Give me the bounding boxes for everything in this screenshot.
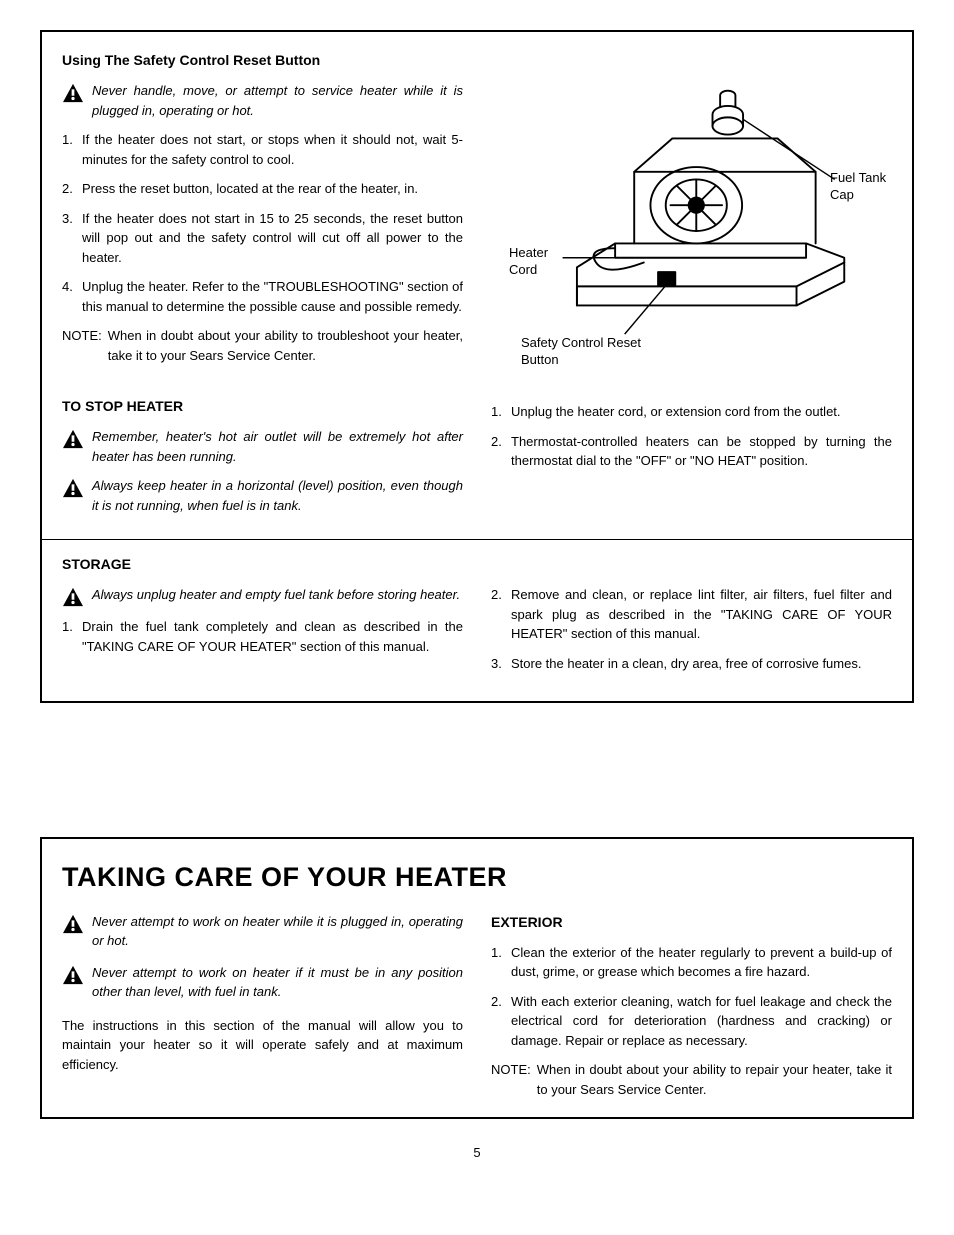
reset-note: NOTE: When in doubt about your ability t…	[62, 326, 463, 365]
stop-heading: TO STOP HEATER	[62, 396, 463, 417]
list-item: Clean the exterior of the heater regular…	[491, 943, 892, 982]
list-item: If the heater does not start, or stops w…	[62, 130, 463, 169]
note-label: NOTE:	[491, 1060, 531, 1099]
storage-warning: Always unplug heater and empty fuel tank…	[62, 585, 463, 607]
list-item: Press the reset button, located at the r…	[62, 179, 463, 199]
warning-icon	[62, 914, 84, 934]
warning-icon	[62, 83, 84, 103]
stop-warning-2-text: Always keep heater in a horizontal (leve…	[92, 476, 463, 515]
warning-icon	[62, 478, 84, 498]
reset-heading: Using The Safety Control Reset Button	[62, 50, 463, 71]
section-divider	[42, 539, 912, 540]
note-text: When in doubt about your ability to trou…	[108, 326, 463, 365]
care-warning-1-text: Never attempt to work on heater while it…	[92, 912, 463, 951]
reset-warning-text: Never handle, move, or attempt to servic…	[92, 81, 463, 120]
stop-steps-list: Unplug the heater cord, or extension cor…	[491, 402, 892, 471]
storage-right-col: Remove and clean, or replace lint filter…	[491, 585, 892, 683]
list-item: Thermostat-controlled heaters can be sto…	[491, 432, 892, 471]
storage-section: STORAGE Always unplug heater and empty f…	[62, 554, 892, 683]
stop-right-col: Unplug the heater cord, or extension cor…	[491, 380, 892, 525]
storage-heading: STORAGE	[62, 554, 892, 575]
list-item: Remove and clean, or replace lint filter…	[491, 585, 892, 644]
list-item: With each exterior cleaning, watch for f…	[491, 992, 892, 1051]
warning-icon	[62, 587, 84, 607]
page-spacer	[40, 727, 914, 837]
reset-steps-list: If the heater does not start, or stops w…	[62, 130, 463, 316]
storage-warning-text: Always unplug heater and empty fuel tank…	[92, 585, 460, 605]
diagram-label-reset-button: Safety Control Reset Button	[521, 335, 641, 369]
storage-left-col: Always unplug heater and empty fuel tank…	[62, 585, 463, 683]
operation-section-box: Using The Safety Control Reset Button Ne…	[40, 30, 914, 703]
reset-right-col: Fuel Tank Cap Heater Cord Safety Control…	[491, 50, 892, 380]
exterior-steps-list: Clean the exterior of the heater regular…	[491, 943, 892, 1051]
diagram-label-fuel-cap: Fuel Tank Cap	[830, 170, 900, 204]
heater-diagram: Fuel Tank Cap Heater Cord Safety Control…	[491, 50, 892, 370]
care-warning-1: Never attempt to work on heater while it…	[62, 912, 463, 951]
exterior-heading: EXTERIOR	[491, 912, 892, 933]
stop-warning-2: Always keep heater in a horizontal (leve…	[62, 476, 463, 515]
care-row: Never attempt to work on heater while it…	[62, 912, 892, 1100]
list-item: Unplug the heater. Refer to the "TROUBLE…	[62, 277, 463, 316]
list-item: Drain the fuel tank completely and clean…	[62, 617, 463, 656]
reset-warning: Never handle, move, or attempt to servic…	[62, 81, 463, 120]
list-item: Store the heater in a clean, dry area, f…	[491, 654, 892, 674]
stop-warning-1-text: Remember, heater's hot air outlet will b…	[92, 427, 463, 466]
note-text: When in doubt about your ability to repa…	[537, 1060, 892, 1099]
heater-diagram-svg	[491, 50, 892, 370]
storage-row: Always unplug heater and empty fuel tank…	[62, 585, 892, 683]
care-right-col: EXTERIOR Clean the exterior of the heate…	[491, 912, 892, 1100]
stop-section-row: TO STOP HEATER Remember, heater's hot ai…	[62, 380, 892, 525]
stop-left-col: TO STOP HEATER Remember, heater's hot ai…	[62, 380, 463, 525]
care-left-col: Never attempt to work on heater while it…	[62, 912, 463, 1100]
care-warning-2-text: Never attempt to work on heater if it mu…	[92, 963, 463, 1002]
storage-steps-right: Remove and clean, or replace lint filter…	[491, 585, 892, 673]
care-intro: The instructions in this section of the …	[62, 1016, 463, 1075]
reset-section-row: Using The Safety Control Reset Button Ne…	[62, 50, 892, 380]
warning-icon	[62, 429, 84, 449]
storage-steps-left: Drain the fuel tank completely and clean…	[62, 617, 463, 656]
note-label: NOTE:	[62, 326, 102, 365]
exterior-note: NOTE: When in doubt about your ability t…	[491, 1060, 892, 1099]
diagram-label-heater-cord: Heater Cord	[509, 245, 569, 279]
stop-warning-1: Remember, heater's hot air outlet will b…	[62, 427, 463, 466]
reset-left-col: Using The Safety Control Reset Button Ne…	[62, 50, 463, 380]
list-item: Unplug the heater cord, or extension cor…	[491, 402, 892, 422]
care-warning-2: Never attempt to work on heater if it mu…	[62, 963, 463, 1002]
care-section-box: TAKING CARE OF YOUR HEATER Never attempt…	[40, 837, 914, 1119]
page-number: 5	[40, 1143, 914, 1163]
care-title: TAKING CARE OF YOUR HEATER	[62, 857, 892, 898]
warning-icon	[62, 965, 84, 985]
list-item: If the heater does not start in 15 to 25…	[62, 209, 463, 268]
